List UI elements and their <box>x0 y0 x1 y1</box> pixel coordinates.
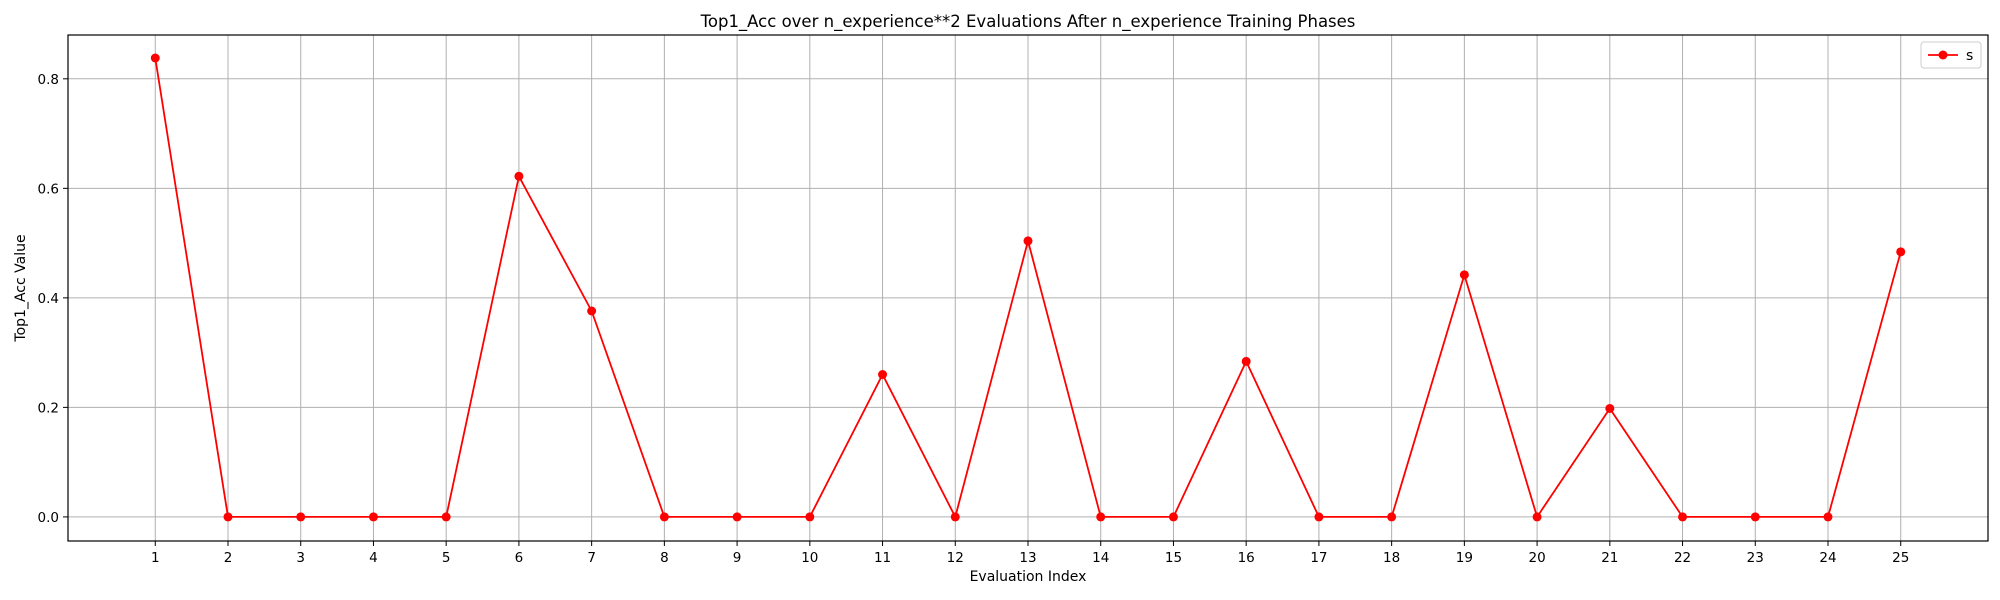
x-tick-label: 19 <box>1456 550 1473 566</box>
data-point <box>587 306 597 316</box>
data-point <box>878 370 888 380</box>
y-tick-label: 0.6 <box>38 181 59 197</box>
ticks: 1 2 3 4 5 6 7 8 9 10 11 12 13 14 15 16 17 18 19 20 21 22 23 24 2… <box>38 72 1910 566</box>
y-tick-label: 0.2 <box>38 400 59 416</box>
data-point <box>1168 512 1178 522</box>
data-point <box>1605 403 1615 413</box>
data-point <box>1241 356 1251 366</box>
x-tick-label: 17 <box>1310 550 1327 566</box>
x-tick-label: 20 <box>1528 550 1545 566</box>
data-point <box>368 512 378 522</box>
x-tick-label: 7 <box>587 550 596 566</box>
x-tick-label: 6 <box>515 550 524 566</box>
data-point <box>223 512 233 522</box>
data-point <box>1314 512 1324 522</box>
x-tick-label: 11 <box>874 550 891 566</box>
data-point <box>1532 512 1542 522</box>
data-point <box>659 512 669 522</box>
x-tick-label: 8 <box>660 550 669 566</box>
data-point <box>441 512 451 522</box>
x-axis-title: Evaluation Index <box>970 569 1087 585</box>
data-point <box>514 171 524 181</box>
chart-title: Top1_Acc over n_experience**2 Evaluation… <box>700 12 1356 32</box>
x-tick-label: 4 <box>369 550 378 566</box>
data-point <box>296 512 306 522</box>
x-tick-label: 22 <box>1674 550 1691 566</box>
y-tick-label: 0.8 <box>38 72 59 88</box>
x-tick-label: 2 <box>224 550 233 566</box>
x-tick-label: 21 <box>1601 550 1618 566</box>
data-point <box>1750 512 1760 522</box>
legend: s <box>1920 41 1982 69</box>
y-tick-label: 0.4 <box>38 291 59 307</box>
x-tick-label: 3 <box>296 550 305 566</box>
y-tick-label: 0.0 <box>38 510 59 526</box>
x-tick-label: 23 <box>1747 550 1764 566</box>
data-point <box>1678 512 1688 522</box>
data-point <box>805 512 815 522</box>
legend-series-label: s <box>1966 48 1973 64</box>
grid <box>68 35 1988 541</box>
x-tick-label: 24 <box>1819 550 1836 566</box>
x-tick-label: 5 <box>442 550 451 566</box>
x-tick-label: 12 <box>947 550 964 566</box>
data-point <box>1387 512 1397 522</box>
legend-series-marker <box>1938 50 1948 60</box>
data-point <box>1096 512 1106 522</box>
x-tick-label: 13 <box>1019 550 1036 566</box>
x-tick-label: 9 <box>733 550 742 566</box>
x-tick-label: 15 <box>1165 550 1182 566</box>
x-tick-label: 25 <box>1892 550 1909 566</box>
data-point <box>150 53 160 63</box>
x-tick-label: 16 <box>1238 550 1255 566</box>
data-point <box>1023 236 1033 246</box>
series-layer <box>150 53 1906 522</box>
x-tick-label: 18 <box>1383 550 1400 566</box>
x-tick-label: 1 <box>151 550 160 566</box>
data-point <box>1459 270 1469 280</box>
data-point <box>1823 512 1833 522</box>
y-axis-title: Top1_Acc Value <box>13 234 29 342</box>
data-point <box>1896 247 1906 257</box>
data-point <box>732 512 742 522</box>
x-tick-label: 10 <box>801 550 818 566</box>
data-point <box>950 512 960 522</box>
x-tick-label: 14 <box>1092 550 1109 566</box>
